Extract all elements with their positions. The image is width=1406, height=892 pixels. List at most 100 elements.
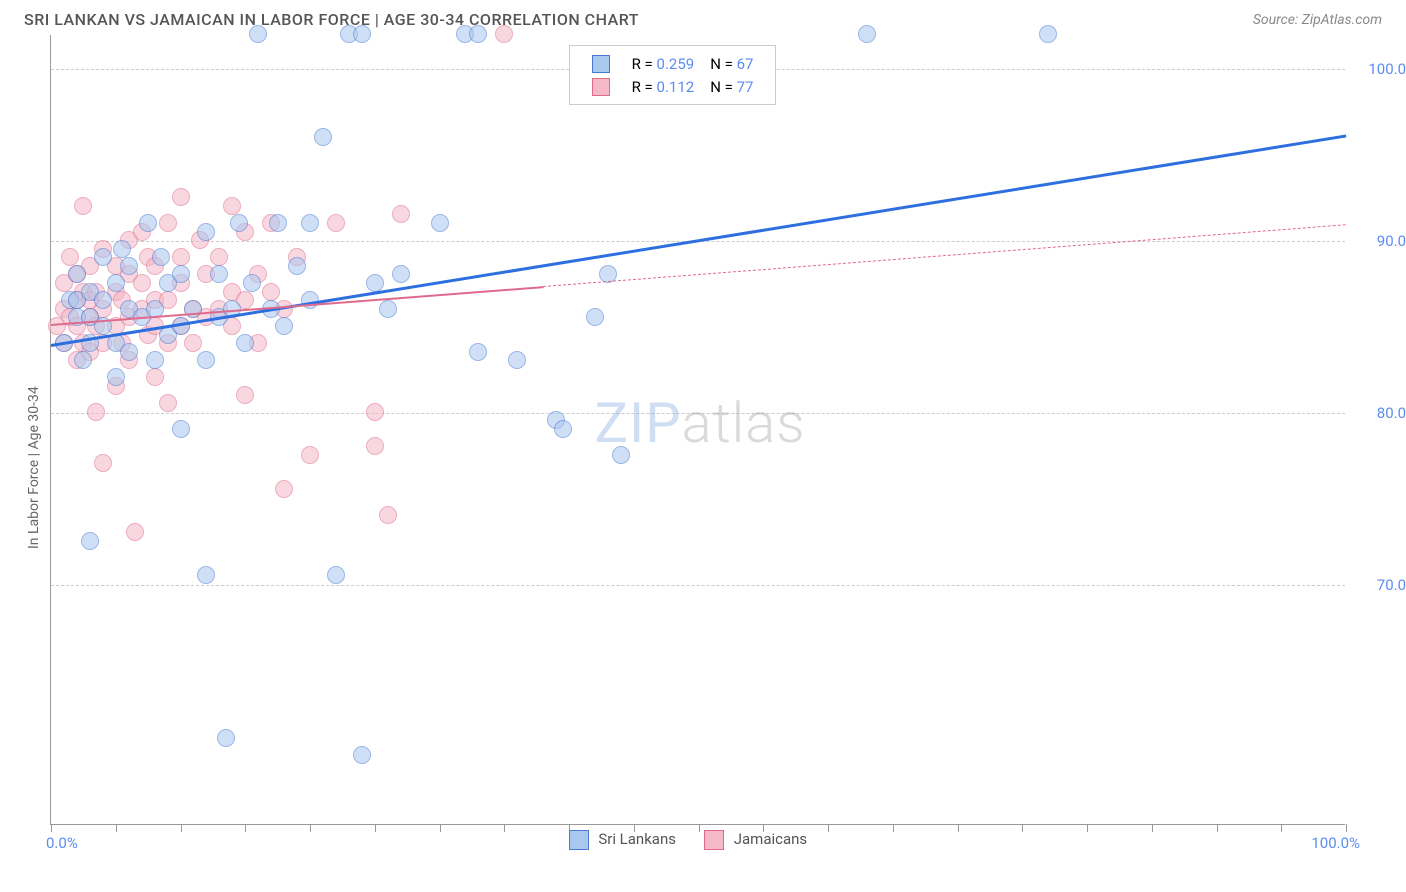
data-point: [275, 480, 293, 498]
legend-r-label: R = 0.259: [624, 52, 703, 75]
data-point: [495, 25, 513, 43]
data-point: [327, 566, 345, 584]
x-tick: [893, 824, 894, 832]
data-point: [139, 214, 157, 232]
data-point: [469, 343, 487, 361]
data-point: [301, 446, 319, 464]
data-point: [113, 240, 131, 258]
x-tick: [245, 824, 246, 832]
x-min-label: 0.0%: [46, 834, 78, 852]
data-point: [159, 214, 177, 232]
data-point: [210, 265, 228, 283]
data-point: [314, 128, 332, 146]
data-point: [152, 248, 170, 266]
data-point: [554, 420, 572, 438]
data-point: [197, 223, 215, 241]
x-max-label: 100.0%: [1311, 834, 1360, 852]
data-point: [94, 291, 112, 309]
data-point: [217, 729, 235, 747]
data-point: [107, 274, 125, 292]
legend-swatch: [569, 830, 589, 850]
data-point: [223, 197, 241, 215]
data-point: [275, 317, 293, 335]
data-point: [262, 283, 280, 301]
data-point: [327, 214, 345, 232]
x-tick: [1281, 824, 1282, 832]
x-tick: [51, 824, 52, 832]
y-tick-label: 90.0%: [1353, 232, 1406, 250]
data-point: [353, 746, 371, 764]
chart-title: SRI LANKAN VS JAMAICAN IN LABOR FORCE | …: [24, 10, 639, 29]
data-point: [172, 248, 190, 266]
data-point: [74, 197, 92, 215]
data-point: [159, 394, 177, 412]
data-point: [120, 343, 138, 361]
data-point: [184, 334, 202, 352]
data-point: [249, 25, 267, 43]
plot-area: 70.0%80.0%90.0%100.0%0.0%100.0%ZIPatlasR…: [50, 35, 1345, 825]
data-point: [68, 265, 86, 283]
data-point: [94, 248, 112, 266]
x-tick: [375, 824, 376, 832]
legend-series-name: Jamaicans: [734, 830, 807, 848]
data-point: [197, 566, 215, 584]
data-point: [172, 420, 190, 438]
x-tick: [1217, 824, 1218, 832]
watermark: ZIPatlas: [594, 390, 805, 456]
legend-swatch: [592, 78, 610, 96]
data-point: [301, 214, 319, 232]
data-point: [236, 386, 254, 404]
legend-item: Sri Lankans: [569, 830, 676, 850]
legend-series-name: Sri Lankans: [598, 830, 676, 848]
data-point: [288, 257, 306, 275]
data-point: [379, 506, 397, 524]
data-point: [146, 351, 164, 369]
legend-r-label: R = 0.112: [624, 75, 703, 98]
data-point: [87, 403, 105, 421]
x-tick: [1152, 824, 1153, 832]
correlation-chart: 70.0%80.0%90.0%100.0%0.0%100.0%ZIPatlasR…: [10, 35, 1406, 875]
data-point: [858, 25, 876, 43]
x-tick: [310, 824, 311, 832]
x-tick: [958, 824, 959, 832]
data-point: [366, 274, 384, 292]
data-point: [366, 437, 384, 455]
x-tick: [181, 824, 182, 832]
trend-line: [543, 224, 1346, 287]
data-point: [210, 248, 228, 266]
data-point: [392, 265, 410, 283]
data-point: [586, 308, 604, 326]
x-tick: [1346, 824, 1347, 832]
data-point: [230, 214, 248, 232]
data-point: [469, 25, 487, 43]
series-legend: Sri Lankans Jamaicans: [569, 830, 808, 850]
legend-swatch: [592, 55, 610, 73]
y-tick-label: 100.0%: [1353, 60, 1406, 78]
data-point: [197, 351, 215, 369]
data-point: [120, 257, 138, 275]
data-point: [366, 403, 384, 421]
data-point: [243, 274, 261, 292]
source-label: Source: ZipAtlas.com: [1253, 12, 1382, 28]
x-tick: [116, 824, 117, 832]
data-point: [379, 300, 397, 318]
data-point: [508, 351, 526, 369]
data-point: [133, 274, 151, 292]
data-point: [269, 214, 287, 232]
data-point: [172, 188, 190, 206]
y-axis-label: In Labor Force | Age 30-34: [26, 386, 42, 549]
correlation-legend: R = 0.259N = 67R = 0.112N = 77: [569, 45, 777, 105]
x-tick: [1087, 824, 1088, 832]
data-point: [612, 446, 630, 464]
x-tick: [440, 824, 441, 832]
legend-n-label: N = 67: [702, 52, 761, 75]
data-point: [353, 25, 371, 43]
data-point: [126, 523, 144, 541]
data-point: [1039, 25, 1057, 43]
legend-swatch: [704, 830, 724, 850]
data-point: [172, 265, 190, 283]
gridline: [51, 413, 1345, 414]
data-point: [146, 368, 164, 386]
x-tick: [1022, 824, 1023, 832]
data-point: [431, 214, 449, 232]
